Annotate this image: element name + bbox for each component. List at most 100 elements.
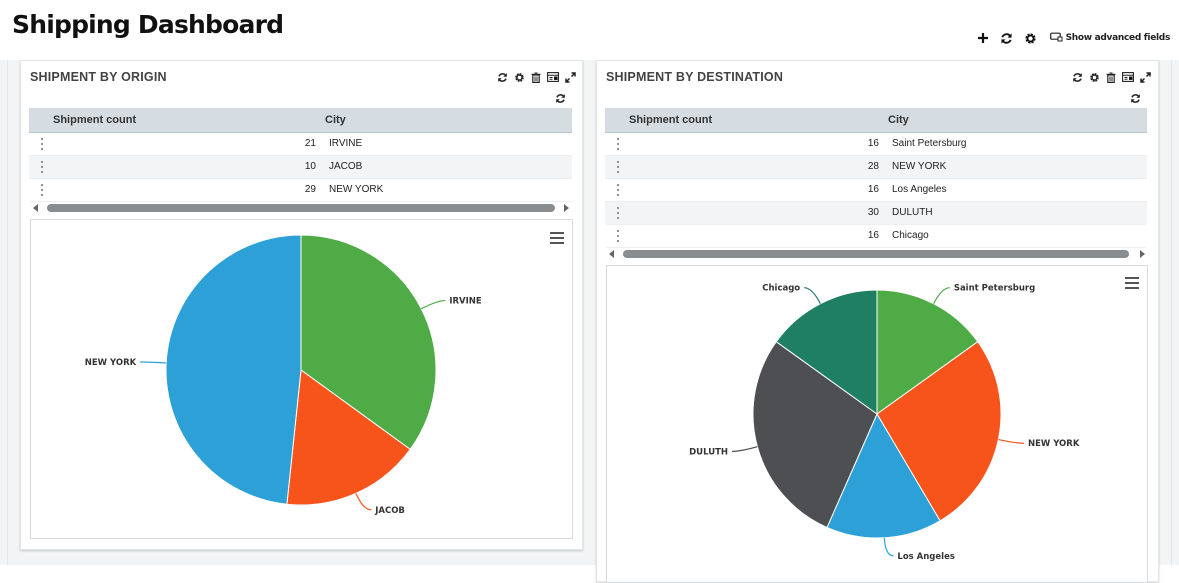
row-menu-icon[interactable] [615, 184, 621, 196]
city-cell: NEW YORK [329, 184, 384, 195]
table-row[interactable]: 10 JACOB [29, 156, 572, 179]
expand-icon[interactable] [563, 70, 577, 84]
shipment-by-destination-panel: SHIPMENT BY DESTINATION Shipment count C… [596, 60, 1159, 583]
column-header-shipment-count[interactable]: Shipment count [629, 114, 713, 126]
horizontal-scrollbar[interactable] [31, 202, 571, 214]
panel-title: SHIPMENT BY DESTINATION [606, 70, 784, 84]
expand-icon[interactable] [1138, 70, 1152, 84]
row-menu-icon[interactable] [615, 138, 621, 150]
chart-menu-icon[interactable] [550, 232, 564, 244]
city-cell: DULUTH [892, 207, 933, 218]
show-advanced-fields-label: Show advanced fields [1065, 33, 1171, 43]
pie-slice-chicago[interactable] [775, 289, 878, 415]
row-menu-icon[interactable] [615, 230, 621, 242]
pie-slice-new-york[interactable] [165, 234, 302, 505]
pie-connector-jacob [355, 493, 372, 511]
destination-pie-chart: Saint Petersburg NEW YORK Los Angeles DULUT… [606, 265, 1148, 583]
table-header: Shipment count City [29, 108, 572, 133]
pie-slice-los-angeles[interactable] [826, 412, 941, 539]
shipment-count-cell: 10 [304, 161, 316, 172]
trash-icon[interactable] [529, 70, 543, 84]
chart-menu-icon[interactable] [1125, 277, 1139, 289]
scrollbar-thumb[interactable] [623, 250, 1129, 258]
pie-connector-irvine [421, 299, 446, 310]
shipment-by-origin-panel: SHIPMENT BY ORIGIN Shipment count City 2… [20, 60, 583, 550]
scrollbar-thumb[interactable] [47, 204, 555, 212]
row-menu-icon[interactable] [615, 207, 621, 219]
pie-label-irvine: IRVINE [449, 297, 482, 307]
gear-icon[interactable] [1024, 31, 1038, 45]
table-row[interactable]: 16 Los Angeles [605, 179, 1147, 202]
city-cell: JACOB [329, 161, 363, 172]
shipment-count-cell: 21 [304, 138, 316, 149]
pie-slice-saint-petersburg[interactable] [876, 289, 979, 415]
pie-connector-los-angeles [883, 537, 894, 557]
pie-label-los-angeles: Los Angeles [897, 552, 955, 562]
pie-slice-duluth[interactable] [752, 341, 878, 529]
card-icon[interactable] [546, 70, 560, 84]
divider [1171, 60, 1172, 565]
pie-label-chicago: Chicago [762, 284, 800, 294]
row-menu-icon[interactable] [39, 138, 45, 150]
origin-table: Shipment count City 21 IRVINE 10 JACOB 2… [29, 108, 572, 202]
pie-chart-svg: Saint Petersburg NEW YORK Los Angeles DULUT… [689, 284, 1080, 562]
row-menu-icon[interactable] [39, 184, 45, 196]
scroll-right-icon[interactable] [1140, 250, 1145, 258]
pie-connector-saint-petersburg [933, 287, 950, 304]
city-cell: NEW YORK [892, 161, 947, 172]
table-row[interactable]: 29 NEW YORK [29, 179, 572, 202]
gear-icon[interactable] [1087, 70, 1101, 84]
refresh-icon[interactable] [495, 70, 509, 84]
pie-connector-new-york [998, 438, 1024, 444]
card-icon[interactable] [1121, 70, 1135, 84]
pie-label-jacob: JACOB [374, 506, 405, 516]
column-header-city[interactable]: City [888, 114, 909, 126]
pie-slice-jacob[interactable] [286, 369, 411, 506]
city-cell: Los Angeles [892, 184, 947, 195]
scroll-left-icon[interactable] [33, 204, 38, 212]
refresh-icon[interactable] [1128, 91, 1142, 105]
city-cell: IRVINE [329, 138, 363, 149]
table-row[interactable]: 28 NEW YORK [605, 156, 1147, 179]
origin-pie-chart: IRVINE JACOB NEW YORK [30, 219, 573, 539]
destination-table: Shipment count City 16 Saint Petersburg … [605, 108, 1147, 248]
refresh-icon[interactable] [1000, 31, 1014, 45]
shipment-count-cell: 16 [867, 138, 879, 149]
pie-slice-irvine[interactable] [300, 234, 437, 451]
table-row[interactable]: 16 Saint Petersburg [605, 133, 1147, 156]
scroll-left-icon[interactable] [609, 250, 614, 258]
panel-title: SHIPMENT BY ORIGIN [30, 70, 167, 84]
row-menu-icon[interactable] [615, 161, 621, 173]
column-header-shipment-count[interactable]: Shipment count [53, 114, 137, 126]
pie-chart-svg: IRVINE JACOB NEW YORK [85, 234, 482, 516]
shipment-count-cell: 16 [867, 230, 879, 241]
refresh-icon[interactable] [1070, 70, 1084, 84]
pie-connector-chicago [804, 287, 821, 304]
pie-connector-duluth [732, 446, 758, 453]
header-toolbar: Show advanced fields [976, 28, 1170, 48]
table-header: Shipment count City [605, 108, 1147, 133]
panel-toolbar [495, 70, 577, 84]
refresh-icon[interactable] [553, 91, 567, 105]
row-menu-icon[interactable] [39, 161, 45, 173]
shipment-count-cell: 30 [867, 207, 879, 218]
pie-label-saint-petersburg: Saint Petersburg [954, 284, 1035, 294]
plus-icon[interactable] [976, 31, 990, 45]
horizontal-scrollbar[interactable] [607, 248, 1147, 260]
trash-icon[interactable] [1104, 70, 1118, 84]
column-header-city[interactable]: City [325, 114, 346, 126]
table-row[interactable]: 30 DULUTH [605, 202, 1147, 225]
pie-label-new-york: NEW YORK [85, 358, 137, 368]
pie-connector-new-york [140, 361, 167, 364]
pie-slice-new-york[interactable] [876, 341, 1002, 522]
scroll-right-icon[interactable] [564, 204, 569, 212]
table-row[interactable]: 16 Chicago [605, 225, 1147, 248]
shipment-count-cell: 28 [867, 161, 879, 172]
show-advanced-fields-button[interactable]: Show advanced fields [1049, 29, 1171, 47]
city-cell: Saint Petersburg [892, 138, 967, 149]
table-row[interactable]: 21 IRVINE [29, 133, 572, 156]
page-title: Shipping Dashboard [12, 10, 284, 39]
pie-label-duluth: DULUTH [689, 447, 728, 457]
gear-icon[interactable] [512, 70, 526, 84]
advanced-fields-icon [1049, 29, 1063, 47]
